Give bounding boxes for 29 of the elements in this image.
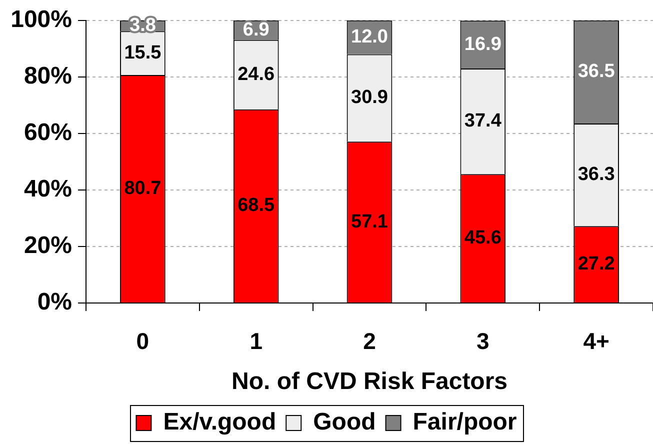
x-tick-label: 2	[363, 328, 376, 354]
x-tick-label: 4+	[583, 328, 610, 354]
data-label: 36.3	[578, 164, 615, 186]
legend-label: Ex/v.good	[163, 408, 276, 436]
data-label: 45.6	[464, 228, 502, 249]
data-label: 24.6	[238, 64, 275, 85]
y-tick-label: 60%	[24, 119, 72, 146]
x-axis-title: No. of CVD Risk Factors	[231, 368, 508, 396]
x-tick-label: 0	[136, 328, 150, 354]
data-label: 16.9	[464, 34, 502, 55]
data-label: 57.1	[351, 211, 388, 232]
data-label: 37.4	[464, 110, 502, 132]
x-tick-label: 3	[476, 328, 490, 354]
data-label: 36.5	[578, 61, 616, 82]
data-label: 30.9	[351, 87, 388, 108]
x-tick-label: 1	[250, 328, 263, 354]
data-label: 68.5	[238, 195, 276, 216]
legend-label: Fair/poor	[412, 408, 517, 436]
data-label: 15.5	[124, 42, 162, 64]
y-tick-label: 0%	[37, 288, 72, 316]
data-label: 12.0	[351, 26, 388, 48]
data-label: 27.2	[578, 254, 615, 275]
y-tick-label: 20%	[24, 232, 72, 260]
y-tick-label: 40%	[24, 176, 72, 203]
legend-label: Good	[313, 408, 376, 436]
y-tick-label: 80%	[24, 62, 72, 90]
data-label: 80.7	[124, 178, 162, 199]
y-tick-label: 100%	[10, 6, 72, 34]
data-label: 6.9	[242, 19, 270, 40]
